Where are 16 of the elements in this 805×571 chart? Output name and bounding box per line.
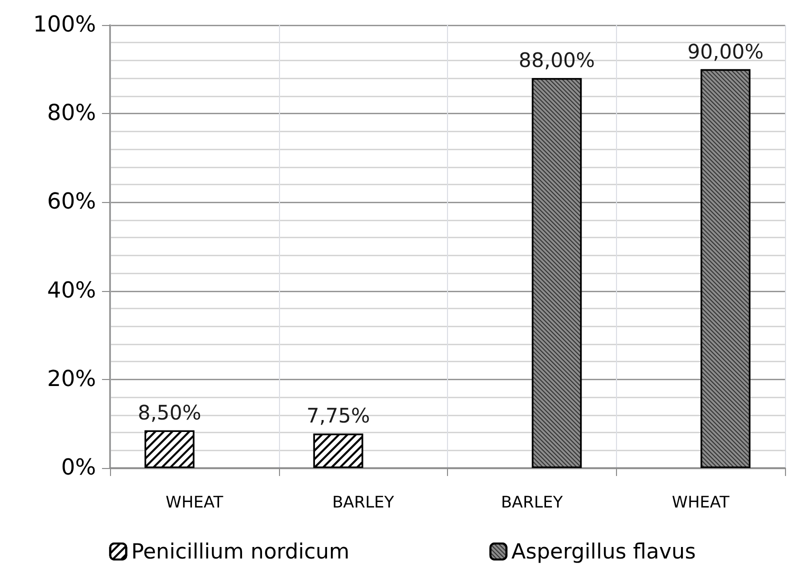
y-tick-label: 80%	[47, 101, 96, 126]
data-label: 88,00%	[518, 48, 595, 72]
x-tick-label: WHEAT	[672, 492, 730, 512]
x-tick-label: WHEAT	[166, 492, 224, 512]
data-label: 90,00%	[687, 39, 764, 64]
data-label: 8,50%	[138, 400, 202, 424]
y-tick-label: 100%	[33, 12, 96, 38]
legend-label: Penicillium nordicum	[131, 540, 350, 564]
y-tick-label: 0%	[61, 456, 96, 480]
y-tick-label: 60%	[47, 190, 96, 215]
x-tick-label: BARLEY	[332, 492, 394, 512]
y-tick-label: 40%	[47, 278, 96, 304]
y-tick-label: 20%	[47, 366, 96, 392]
legend-label: Aspergillus flavus	[511, 540, 696, 564]
x-tick-label: BARLEY	[500, 492, 564, 512]
data-label: 7,75%	[306, 404, 370, 428]
